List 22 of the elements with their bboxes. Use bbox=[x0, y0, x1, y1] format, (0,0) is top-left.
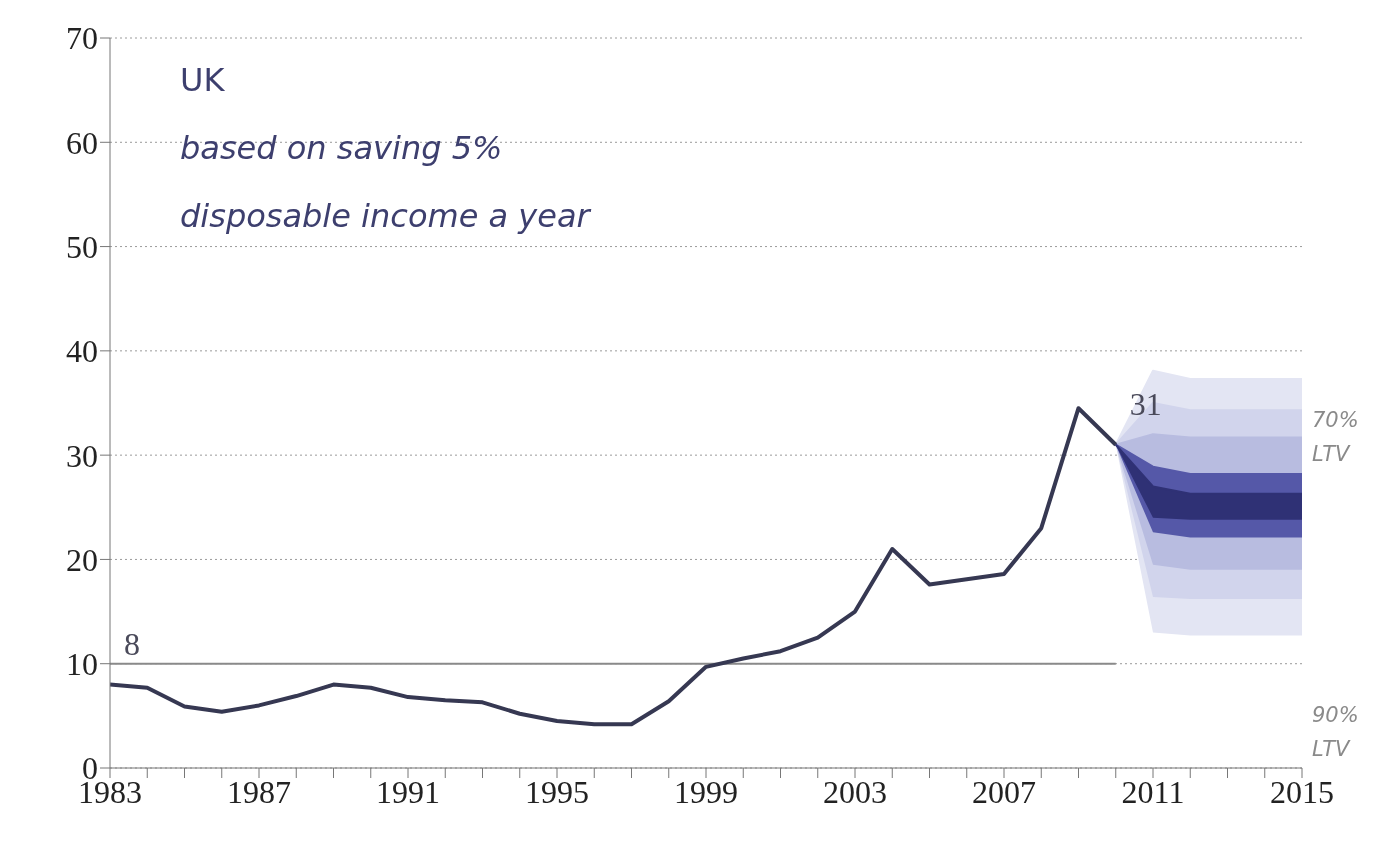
y-tick-label: 10 bbox=[66, 646, 98, 683]
x-tick-label: 2003 bbox=[823, 773, 887, 810]
y-tick-label: 40 bbox=[66, 333, 98, 370]
x-tick-label: 1999 bbox=[674, 773, 738, 810]
y-tick-label: 60 bbox=[66, 124, 98, 161]
x-tick-label: 2007 bbox=[972, 773, 1036, 810]
y-tick-label: 20 bbox=[66, 541, 98, 578]
x-tick-label: 2015 bbox=[1270, 773, 1334, 810]
annotation: 8 bbox=[124, 625, 140, 662]
annotation: 31 bbox=[1129, 385, 1162, 422]
text: 70% LTV bbox=[1312, 407, 1360, 468]
annotation: based on saving 5% bbox=[180, 128, 504, 169]
x-tick-label: 1991 bbox=[376, 773, 440, 810]
y-tick-label: 30 bbox=[66, 437, 98, 474]
text: 90% LTV bbox=[1312, 702, 1360, 763]
annotation: UK bbox=[180, 60, 226, 101]
x-tick-label: 2011 bbox=[1121, 773, 1185, 810]
y-tick-label: 70 bbox=[66, 20, 98, 57]
annotation: disposable income a year bbox=[180, 196, 590, 237]
y-tick-label: 50 bbox=[66, 228, 98, 265]
x-tick-label: 1995 bbox=[525, 773, 589, 810]
x-tick-label: 1987 bbox=[227, 773, 291, 810]
